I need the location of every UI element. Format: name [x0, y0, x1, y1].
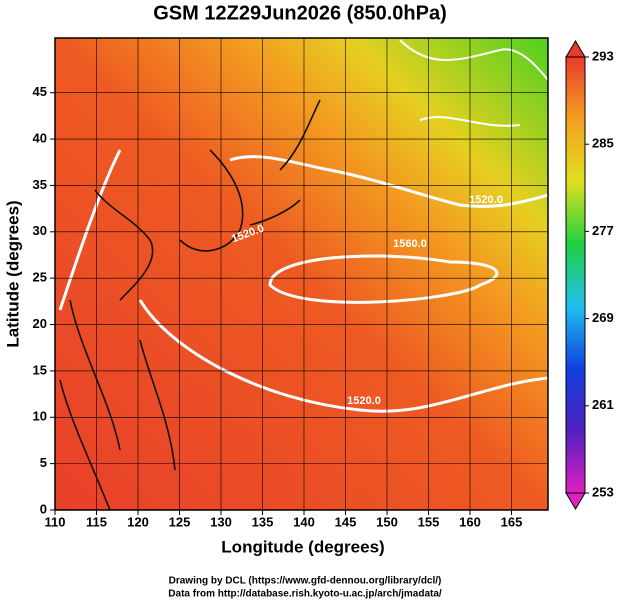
contour-label: 1560.0	[393, 238, 427, 250]
contours	[58, 39, 548, 413]
colorbar-tick-label: 253	[592, 484, 614, 499]
y-tick-label: 25	[33, 270, 47, 285]
y-tick-label: 0	[40, 501, 47, 516]
x-tick-label: 135	[252, 514, 274, 529]
credit: Drawing by DCL (https://www.gfd-dennou.o…	[169, 576, 442, 587]
x-tick-label: 150	[376, 514, 398, 529]
y-tick-label: 45	[33, 84, 47, 99]
credit: Data from http://database.rish.kyoto-u.a…	[168, 589, 442, 600]
x-tick-label: 130	[210, 514, 232, 529]
x-tick-label: 165	[501, 514, 523, 529]
x-tick-label: 120	[127, 514, 149, 529]
x-tick-label: 145	[335, 514, 357, 529]
y-tick-label: 30	[33, 223, 47, 238]
colorbar-cap	[565, 492, 586, 510]
colorbar-tick-label: 269	[592, 310, 614, 325]
x-tick-label: 115	[86, 514, 107, 529]
colorbar-tick-label: 293	[592, 48, 614, 63]
y-axis-label: Latitude (degrees)	[3, 200, 22, 347]
x-tick-label: 155	[418, 514, 440, 529]
x-axis-label: Longitude (degrees)	[221, 537, 384, 556]
y-tick-label: 40	[33, 131, 47, 146]
colorbar-tick-label: 285	[592, 136, 614, 151]
colorbar-cap	[565, 40, 586, 58]
x-tick-label: 160	[459, 514, 481, 529]
y-tick-label: 20	[33, 316, 47, 331]
x-tick-label: 110	[45, 514, 66, 529]
colorbar-tick-label: 277	[592, 223, 614, 238]
field	[55, 38, 548, 510]
y-tick-label: 15	[33, 362, 47, 377]
chart-title: GSM 12Z29Jun2026 (850.0hPa)	[153, 2, 446, 24]
contour-label: 1520.0	[469, 194, 503, 206]
colorbar	[565, 56, 586, 494]
x-tick-label: 140	[293, 514, 315, 529]
plot-frame	[54, 37, 549, 511]
y-tick-label: 10	[33, 409, 47, 424]
y-tick-label: 5	[40, 455, 47, 470]
y-tick-label: 35	[33, 177, 47, 192]
colorbar-tick-label: 261	[592, 397, 614, 412]
contour-label: 1520.0	[347, 395, 381, 407]
x-tick-label: 125	[169, 514, 191, 529]
